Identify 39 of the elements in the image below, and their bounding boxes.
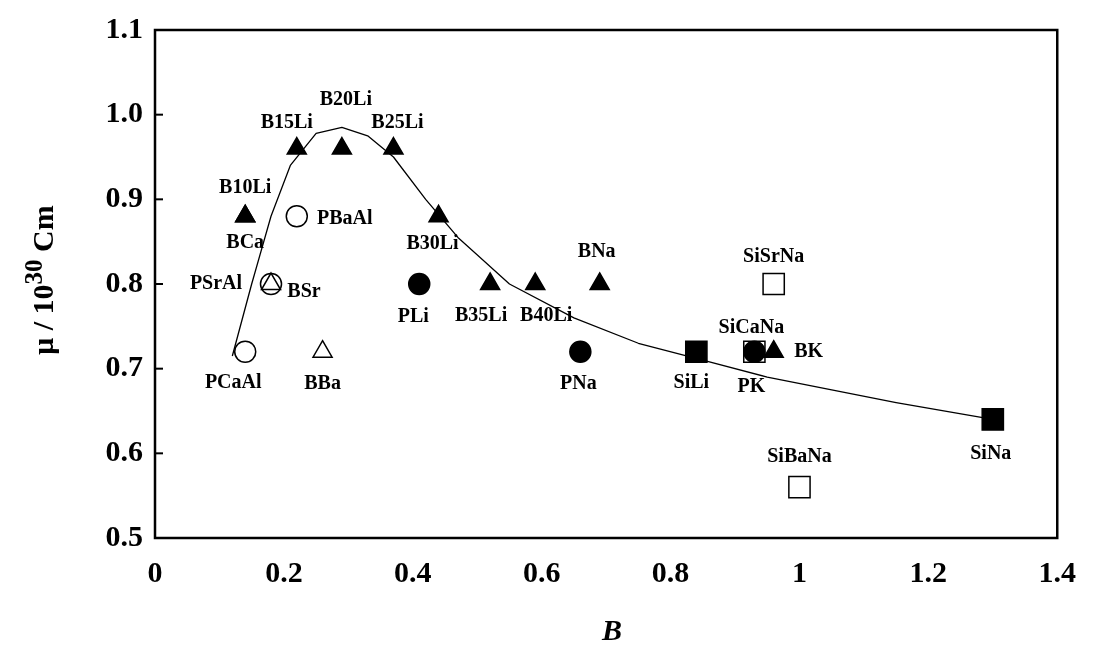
x-tick-label: 0.8 (651, 554, 690, 588)
annotation: BCa (226, 230, 265, 253)
annotation: BK (794, 338, 824, 361)
y-tick-label: 0.8 (105, 264, 143, 298)
x-tick-label: 1.4 (1038, 554, 1076, 588)
x-tick-label: 1.2 (909, 554, 948, 588)
annotation: BBa (304, 370, 341, 393)
annotation: PBaAl (317, 206, 373, 229)
annotation: PSrAl (189, 271, 243, 294)
x-tick-label: 0 (147, 554, 163, 588)
x-tick-label: 0.2 (265, 554, 303, 588)
annotation: B40Li (520, 303, 573, 326)
x-tick-label: 1 (791, 554, 807, 588)
annotation: BNa (577, 239, 616, 262)
y-tick-label: 0.9 (105, 180, 143, 214)
annotation: SiLi (673, 369, 710, 392)
y-tick-label: 0.6 (105, 434, 143, 468)
x-axis-title: B (601, 613, 623, 647)
annotation: B25Li (371, 109, 425, 132)
annotation: PCaAl (204, 369, 262, 392)
annotation: B30Li (406, 231, 460, 254)
annotation: B15Li (260, 109, 314, 132)
annotation: B20Li (319, 86, 373, 109)
y-tick-label: 1.1 (105, 10, 143, 44)
annotation: SiBaNa (767, 444, 832, 467)
y-tick-label: 0.5 (105, 518, 143, 552)
annotation: SiNa (970, 440, 1012, 463)
annotation: B10Li (219, 175, 272, 198)
annotation: PLi (397, 304, 430, 327)
x-tick-label: 0.6 (522, 554, 561, 588)
annotation: SiSrNa (743, 244, 805, 267)
annotation: PK (737, 373, 766, 396)
x-tick-label: 0.4 (394, 554, 432, 588)
annotation: SiCaNa (718, 314, 785, 337)
annotation: PNa (560, 370, 597, 393)
annotation: BSr (287, 279, 321, 302)
y-tick-label: 1.0 (105, 95, 143, 129)
annotation: B35Li (455, 303, 508, 326)
y-tick-label: 0.7 (105, 349, 143, 383)
